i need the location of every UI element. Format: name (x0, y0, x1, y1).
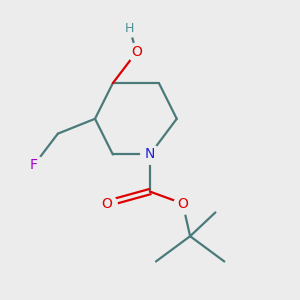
Text: H: H (124, 22, 134, 34)
Text: O: O (131, 45, 142, 59)
Text: N: N (145, 148, 155, 161)
Text: O: O (101, 196, 112, 211)
Text: O: O (177, 196, 188, 211)
Text: F: F (30, 158, 38, 172)
